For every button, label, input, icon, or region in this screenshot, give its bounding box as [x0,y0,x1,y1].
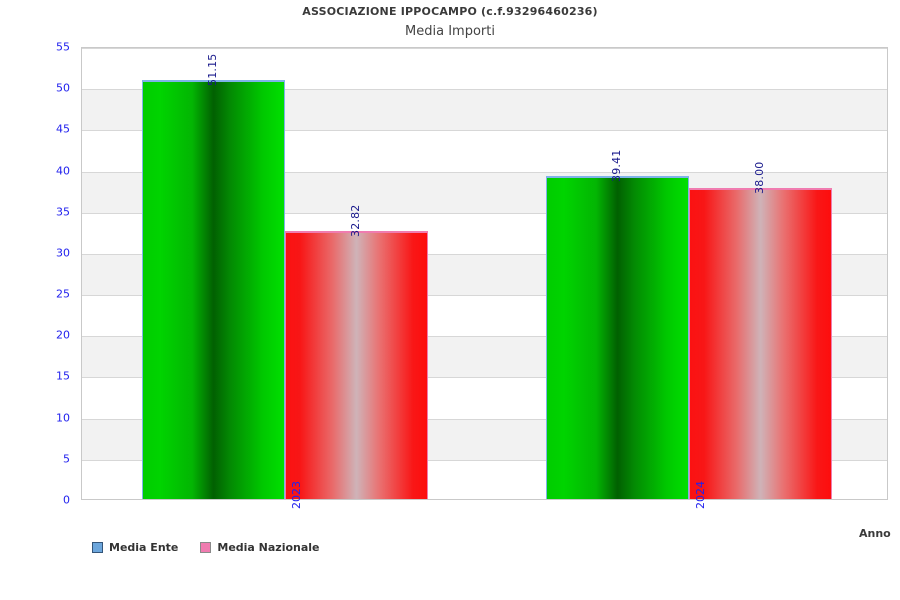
chart-subtitle: Media Importi [405,24,495,39]
gridline [82,48,887,49]
value-label-2023-media-ente: 51.15 [205,53,219,86]
bar-2023-media-ente[interactable] [142,79,285,499]
gridline [82,130,887,131]
value-label-2023-media-nazionale: 32.82 [348,204,362,237]
gridline [82,460,887,461]
y-axis-tick-label: 10 [56,411,70,425]
legend-swatch-icon-media-ente [92,542,103,553]
x-axis-title: Anno [859,527,891,540]
chart-title: ASSOCIAZIONE IPPOCAMPO (c.f.93296460236) [302,5,598,18]
gridline [82,254,887,255]
y-axis-tick-label: 20 [56,328,70,342]
x-axis-tick-label-2024: 2024 [694,481,707,509]
value-label-2024-media-nazionale: 38.00 [752,161,766,195]
y-axis-tick-label: 40 [56,164,70,178]
bar-2023-media-nazionale[interactable] [285,230,428,499]
y-axis-tick-label: 45 [56,122,70,136]
legend-entry-media-nazionale[interactable]: Media Nazionale [200,541,320,554]
gridline [82,336,887,337]
y-axis-tick-label: 0 [63,493,70,507]
gridline [82,295,887,296]
y-axis-tick-label: 55 [56,40,70,54]
legend-label-media-ente: Media Ente [109,541,179,554]
bar-2024-media-ente[interactable] [546,176,689,499]
y-axis-tick-label: 35 [56,205,70,219]
gridline [82,213,887,214]
gridline [82,89,887,90]
gridline [82,419,887,420]
y-axis-tick-label: 5 [63,452,70,466]
y-axis-tick-label: 15 [56,369,70,383]
value-label-2024-media-ente: 39.41 [609,149,623,183]
y-axis-tick-label: 50 [56,81,70,95]
x-axis-tick-label-2023: 2023 [290,481,303,509]
y-axis-title: Euro [0,226,1,251]
bar-2024-media-nazionale[interactable] [689,188,832,499]
chart-legend: Media Ente Media Nazionale [92,541,320,554]
legend-label-media-nazionale: Media Nazionale [217,541,320,554]
y-axis-tick-label: 25 [56,287,70,301]
gridline [82,172,887,173]
legend-swatch-icon-media-nazionale [200,542,212,553]
plot-area [81,47,888,500]
legend-entry-media-ente[interactable]: Media Ente [92,541,178,554]
y-axis-tick-label: 30 [56,246,70,260]
gridline [82,377,887,378]
